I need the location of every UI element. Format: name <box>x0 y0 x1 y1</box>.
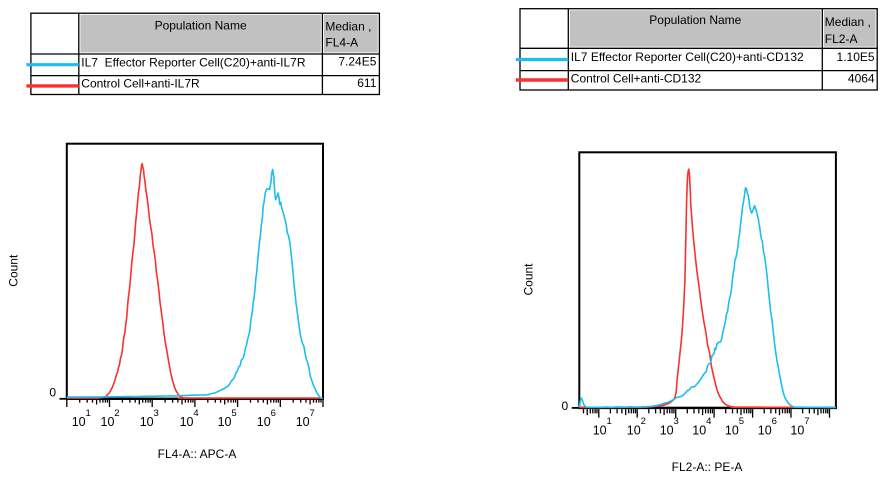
svg-text:FL4-A: FL4-A <box>325 36 358 50</box>
svg-text:105: 105 <box>218 408 237 429</box>
svg-text:Median ,: Median , <box>825 15 871 29</box>
svg-text:611: 611 <box>357 76 376 90</box>
svg-text:Population Name: Population Name <box>155 19 247 33</box>
svg-text:FL2-A:: PE-A: FL2-A:: PE-A <box>672 460 743 474</box>
svg-text:105: 105 <box>725 416 744 437</box>
svg-text:Population Name: Population Name <box>649 13 741 27</box>
svg-text:102: 102 <box>101 408 120 429</box>
svg-text:104: 104 <box>180 408 199 429</box>
svg-text:0: 0 <box>49 385 56 399</box>
svg-text:4064: 4064 <box>848 71 875 85</box>
svg-text:104: 104 <box>692 416 711 437</box>
svg-text:Control Cell+anti-IL7R: Control Cell+anti-IL7R <box>81 76 200 90</box>
svg-text:103: 103 <box>660 416 679 437</box>
svg-text:FL2-A: FL2-A <box>825 32 858 46</box>
svg-text:101: 101 <box>593 416 612 437</box>
svg-text:Count: Count <box>521 263 535 296</box>
svg-text:101: 101 <box>72 408 91 429</box>
svg-text:106: 106 <box>758 416 777 437</box>
svg-text:IL7 Effector Reporter Cell(C2: IL7 Effector Reporter Cell(C20)+anti-IL7… <box>81 56 306 70</box>
svg-text:107: 107 <box>790 416 809 437</box>
svg-text:107: 107 <box>296 408 315 429</box>
svg-text:0: 0 <box>562 399 569 413</box>
svg-text:1.10E5: 1.10E5 <box>837 50 875 64</box>
svg-text:103: 103 <box>140 408 159 429</box>
svg-text:Median ,: Median , <box>325 20 371 34</box>
svg-text:Count: Count <box>7 254 21 287</box>
svg-text:102: 102 <box>627 416 646 437</box>
svg-text:106: 106 <box>257 408 276 429</box>
svg-text:FL4-A:: APC-A: FL4-A:: APC-A <box>158 447 237 461</box>
svg-text:7.24E5: 7.24E5 <box>338 55 376 69</box>
svg-text:Control Cell+anti-CD132: Control Cell+anti-CD132 <box>571 71 702 85</box>
svg-text:IL7 Effector Reporter Cell(C20: IL7 Effector Reporter Cell(C20)+anti-CD1… <box>571 50 804 64</box>
